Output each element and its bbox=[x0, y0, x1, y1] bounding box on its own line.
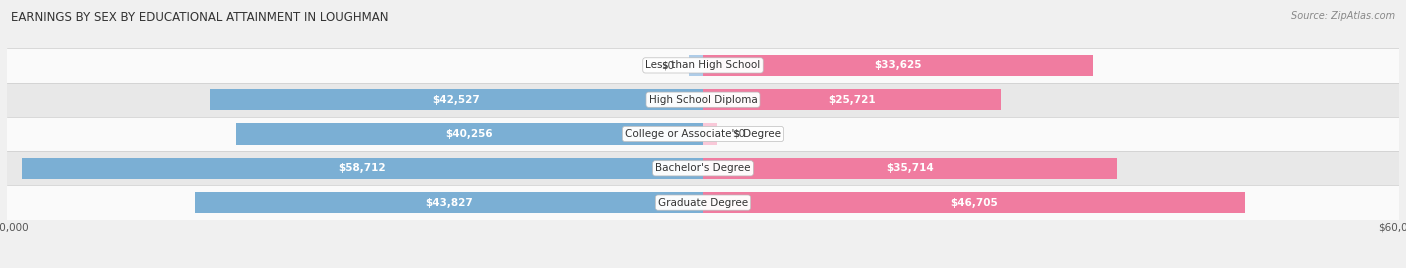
Text: $40,256: $40,256 bbox=[446, 129, 494, 139]
Text: High School Diploma: High School Diploma bbox=[648, 95, 758, 105]
Text: $25,721: $25,721 bbox=[828, 95, 876, 105]
Text: $58,712: $58,712 bbox=[339, 163, 387, 173]
Text: Bachelor's Degree: Bachelor's Degree bbox=[655, 163, 751, 173]
Text: $0: $0 bbox=[661, 60, 673, 70]
Bar bbox=[703, 55, 1092, 76]
Bar bbox=[194, 192, 703, 213]
Text: $42,527: $42,527 bbox=[433, 95, 481, 105]
Text: Graduate Degree: Graduate Degree bbox=[658, 198, 748, 208]
Text: $33,625: $33,625 bbox=[875, 60, 922, 70]
Text: $43,827: $43,827 bbox=[425, 198, 472, 208]
Text: EARNINGS BY SEX BY EDUCATIONAL ATTAINMENT IN LOUGHMAN: EARNINGS BY SEX BY EDUCATIONAL ATTAINMEN… bbox=[11, 11, 388, 24]
Bar bbox=[703, 192, 1244, 213]
Bar bbox=[209, 89, 703, 110]
Text: $35,714: $35,714 bbox=[886, 163, 934, 173]
Bar bbox=[703, 158, 1118, 179]
Text: $0: $0 bbox=[733, 129, 745, 139]
Bar bbox=[689, 55, 703, 76]
Bar bbox=[7, 151, 1399, 185]
Bar bbox=[703, 123, 717, 145]
Bar bbox=[703, 89, 1001, 110]
Bar bbox=[7, 117, 1399, 151]
Bar bbox=[236, 123, 703, 145]
Text: College or Associate's Degree: College or Associate's Degree bbox=[626, 129, 780, 139]
Text: Source: ZipAtlas.com: Source: ZipAtlas.com bbox=[1291, 11, 1395, 21]
Text: Less than High School: Less than High School bbox=[645, 60, 761, 70]
Bar bbox=[22, 158, 703, 179]
Bar bbox=[7, 48, 1399, 83]
Bar bbox=[7, 185, 1399, 220]
Text: $46,705: $46,705 bbox=[950, 198, 998, 208]
Bar bbox=[7, 83, 1399, 117]
